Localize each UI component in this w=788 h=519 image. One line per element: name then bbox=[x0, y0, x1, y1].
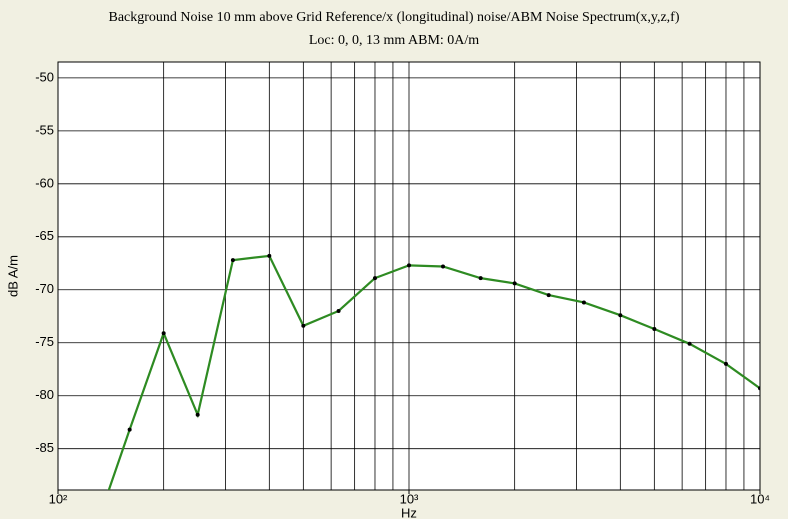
data-point bbox=[478, 276, 483, 281]
data-point bbox=[581, 300, 586, 305]
y-tick-label: -70 bbox=[35, 281, 54, 296]
y-tick-label: -75 bbox=[35, 334, 54, 349]
data-point bbox=[336, 308, 341, 313]
y-tick-label: -85 bbox=[35, 440, 54, 455]
data-point bbox=[758, 386, 760, 391]
data-point bbox=[723, 361, 728, 366]
x-tick-label: 10⁴ bbox=[750, 491, 770, 506]
y-tick-label: -65 bbox=[35, 228, 54, 243]
data-point bbox=[652, 326, 657, 331]
line bbox=[107, 254, 760, 490]
y-tick-label: -55 bbox=[35, 122, 54, 137]
series-group bbox=[107, 253, 760, 490]
data-point bbox=[127, 427, 132, 432]
x-axis-label: Hz bbox=[401, 505, 417, 519]
y-axis-label: dB A/m bbox=[5, 255, 20, 297]
y-tick-label: -60 bbox=[35, 175, 54, 190]
data-point bbox=[195, 412, 200, 417]
x-tick-label: 10³ bbox=[400, 491, 419, 506]
data-point bbox=[618, 313, 623, 318]
chart-subtitle: Loc: 0, 0, 13 mm ABM: 0A/m bbox=[309, 33, 479, 48]
data-point bbox=[267, 253, 272, 258]
data-point bbox=[546, 293, 551, 298]
y-tick-label: -80 bbox=[35, 387, 54, 402]
data-point bbox=[512, 281, 517, 286]
chart-title: Background Noise 10 mm above Grid Refere… bbox=[108, 10, 679, 25]
y-tick-label: -50 bbox=[35, 69, 54, 84]
data-point bbox=[301, 323, 306, 328]
data-point bbox=[161, 331, 166, 336]
data-point bbox=[230, 258, 235, 263]
x-tick-label: 10² bbox=[49, 491, 68, 506]
data-point bbox=[441, 264, 446, 269]
data-point bbox=[407, 263, 411, 268]
data-point bbox=[687, 341, 692, 346]
data-point bbox=[372, 276, 377, 281]
